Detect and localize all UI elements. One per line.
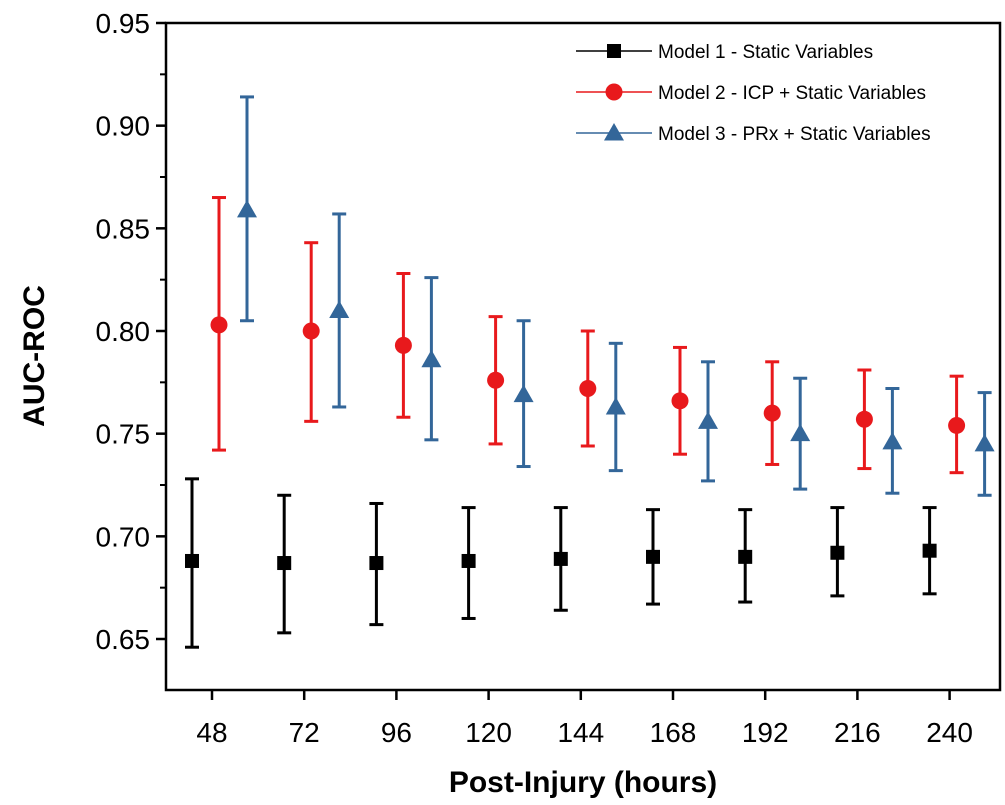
y-tick-label: 0.90 [96,111,151,142]
x-tick-label: 48 [196,717,227,748]
data-point [487,371,505,389]
data-point [671,392,689,410]
data-point [369,556,384,571]
plot-area [185,95,995,649]
x-tick-label: 216 [834,717,881,748]
y-axis-ticks: 0.65 0.70 0.75 0.80 0.85 0.90 0.95 [96,8,166,655]
y-tick-label: 0.80 [96,316,151,347]
legend-marker [607,44,621,58]
legend-label: Model 3 - PRx + Static Variables [658,124,931,145]
data-point [790,423,811,442]
plot-frame [164,21,1002,692]
legend-marker [604,123,624,141]
data-point [394,336,412,354]
x-tick-label: 120 [465,717,512,748]
data-point [974,433,995,452]
y-tick-label: 0.85 [96,213,151,244]
y-axis-title: AUC-ROC [18,285,51,427]
legend-item: Model 1 - Static Variables [576,42,873,63]
data-point [210,316,228,334]
x-axis-ticks: 48 72 96 120 144 168 192 216 240 [196,690,973,748]
legend-marker [605,83,623,101]
data-point [329,300,350,318]
data-point [513,384,534,403]
data-point [277,556,292,571]
x-axis-title: Post-Injury (hours) [449,766,717,799]
x-tick-label: 72 [289,717,320,748]
y-tick-label: 0.75 [96,419,151,450]
data-point [830,545,845,560]
data-point [421,349,442,368]
series-1 [185,477,937,649]
data-point [461,553,476,568]
legend-label: Model 1 - Static Variables [658,42,873,63]
x-tick-label: 96 [381,717,412,748]
x-tick-label: 168 [650,717,697,748]
data-point [579,379,597,397]
data-point [185,553,199,568]
x-tick-label: 240 [926,717,973,748]
axes: 48 72 96 120 144 168 192 216 240 0.65 0.70 0.75 0.8… [18,8,1002,799]
legend-item: Model 2 - ICP + Static Variables [576,83,926,104]
y-tick-label: 0.95 [96,8,151,39]
x-tick-label: 144 [557,717,604,748]
y-tick-label: 0.65 [96,624,151,655]
x-tick-label: 192 [742,717,789,748]
data-point [855,410,873,428]
data-point [738,549,753,564]
legend-label: Model 2 - ICP + Static Variables [658,83,926,104]
data-point [698,411,718,429]
data-point [553,551,568,566]
data-point [646,549,660,564]
series-2 [210,196,966,475]
legend-item: Model 3 - PRx + Static Variables [576,123,931,145]
series-3 [237,95,995,497]
data-point [882,431,903,450]
y-tick-label: 0.70 [96,521,151,552]
data-point [763,404,781,422]
data-point [605,396,626,415]
data-point [948,416,966,434]
data-point [302,322,320,340]
legend: Model 1 - Static Variables Model 2 - ICP … [576,42,931,145]
data-point [922,543,937,558]
data-point [237,199,257,218]
